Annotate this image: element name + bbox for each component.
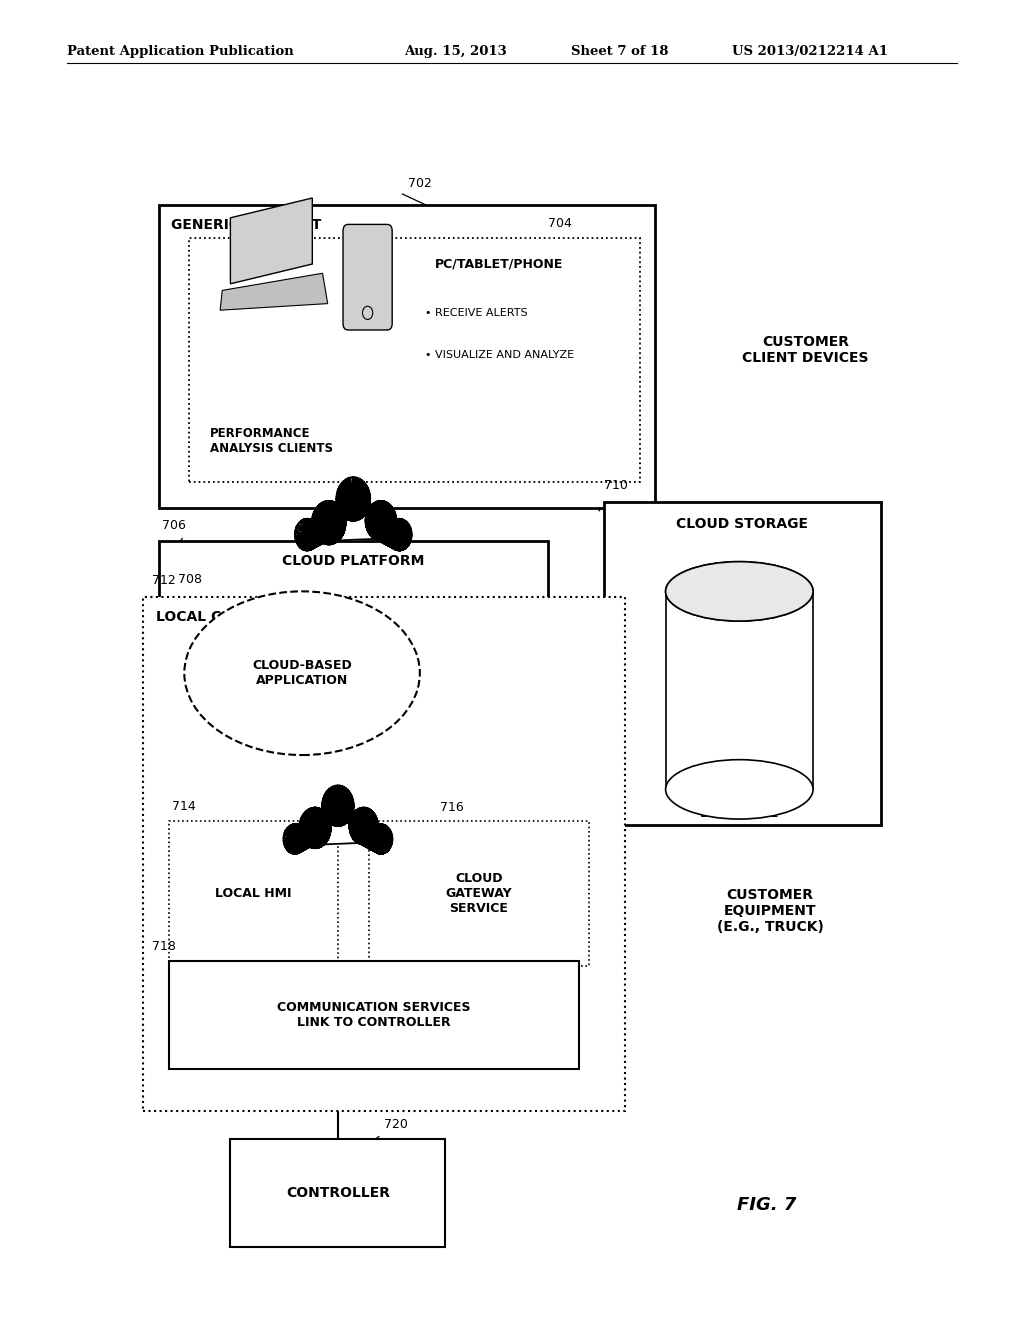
Text: PERFORMANCE
ANALYSIS CLIENTS: PERFORMANCE ANALYSIS CLIENTS [210,428,333,455]
Bar [169,961,579,1069]
Bar [369,821,589,966]
Bar [159,541,548,825]
Text: • RECEIVE ALERTS: • RECEIVE ALERTS [425,308,527,318]
Text: CLOUD
GATEWAY
SERVICE: CLOUD GATEWAY SERVICE [445,873,512,915]
Ellipse shape [666,562,813,622]
Text: DATA STORE: DATA STORE [700,807,778,820]
FancyBboxPatch shape [343,224,392,330]
Text: PC/TABLET/PHONE: PC/TABLET/PHONE [435,257,563,271]
Bar [230,1139,445,1247]
Text: US 2013/0212214 A1: US 2013/0212214 A1 [732,45,888,58]
Text: 710: 710 [604,479,628,492]
Text: COMMUNICATION SERVICES
LINK TO CONTROLLER: COMMUNICATION SERVICES LINK TO CONTROLLE… [278,1001,470,1030]
Bar [604,502,881,825]
Text: CLOUD PLATFORM: CLOUD PLATFORM [282,554,425,569]
Bar [189,238,640,482]
Text: LOCAL COMPUTER: LOCAL COMPUTER [156,610,298,624]
Text: CUSTOMER
EQUIPMENT
(E.G., TRUCK): CUSTOMER EQUIPMENT (E.G., TRUCK) [717,887,823,935]
Bar [143,597,625,1111]
Text: FIG. 7: FIG. 7 [737,1196,797,1214]
Text: CLOUD STORAGE: CLOUD STORAGE [677,517,808,532]
Polygon shape [284,785,392,854]
Bar [666,591,813,789]
Text: CUSTOMER
CLIENT DEVICES: CUSTOMER CLIENT DEVICES [742,335,869,364]
Text: 720: 720 [384,1118,408,1131]
Ellipse shape [184,591,420,755]
Text: 714: 714 [172,800,196,813]
Text: 712: 712 [152,574,175,587]
Bar [159,205,655,508]
Ellipse shape [666,759,813,818]
Text: Patent Application Publication: Patent Application Publication [67,45,293,58]
Text: 704: 704 [548,216,571,230]
Ellipse shape [666,562,813,622]
Text: LOCAL HMI: LOCAL HMI [215,887,292,900]
Text: 702: 702 [408,177,431,190]
Polygon shape [230,198,312,284]
Text: Aug. 15, 2013: Aug. 15, 2013 [404,45,507,58]
Text: • VISUALIZE AND ANALYZE: • VISUALIZE AND ANALYZE [425,350,574,360]
Polygon shape [220,273,328,310]
Text: GENERIC INTERNET: GENERIC INTERNET [171,218,322,232]
Text: 706: 706 [162,519,185,532]
Text: 718: 718 [152,940,175,953]
Text: 708: 708 [178,573,202,586]
Text: 716: 716 [440,801,464,814]
Text: Sheet 7 of 18: Sheet 7 of 18 [571,45,669,58]
Text: CONTROLLER: CONTROLLER [286,1187,390,1200]
Text: CLOUD-BASED
APPLICATION: CLOUD-BASED APPLICATION [252,659,352,688]
Bar [169,821,338,966]
Polygon shape [295,478,412,550]
